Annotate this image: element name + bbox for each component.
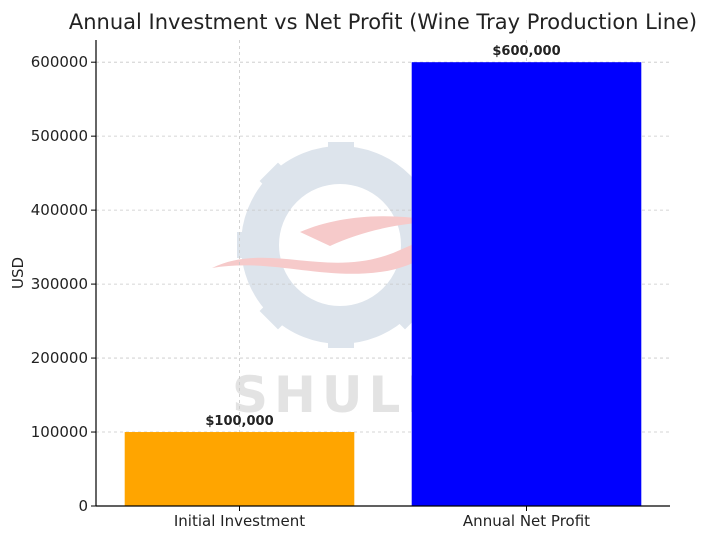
y-tick-label: 100000 (31, 423, 88, 441)
y-tick-label: 400000 (31, 201, 88, 219)
bar-initial-investment (124, 432, 355, 506)
y-tick-label: 200000 (31, 349, 88, 367)
x-tick-label: Annual Net Profit (463, 512, 590, 530)
bar-value-label: $600,000 (492, 44, 560, 59)
y-tick-label: 300000 (31, 275, 88, 293)
bars (124, 62, 642, 506)
bar-value-label: $100,000 (205, 414, 273, 429)
data-labels: $100,000 $600,000 (205, 44, 560, 429)
y-axis-ticks: 0 100000 200000 300000 400000 500000 600000 (31, 53, 96, 515)
x-tick-label: Initial Investment (174, 512, 305, 530)
y-axis-label: USD (9, 257, 27, 289)
y-tick-label: 0 (78, 497, 88, 515)
bar-annual-net-profit (411, 62, 642, 506)
chart-title: Annual Investment vs Net Profit (Wine Tr… (69, 10, 697, 34)
y-tick-label: 600000 (31, 53, 88, 71)
watermark-text: SHULI (232, 366, 431, 424)
x-axis-ticks: Initial Investment Annual Net Profit (174, 506, 590, 530)
y-tick-label: 500000 (31, 127, 88, 145)
